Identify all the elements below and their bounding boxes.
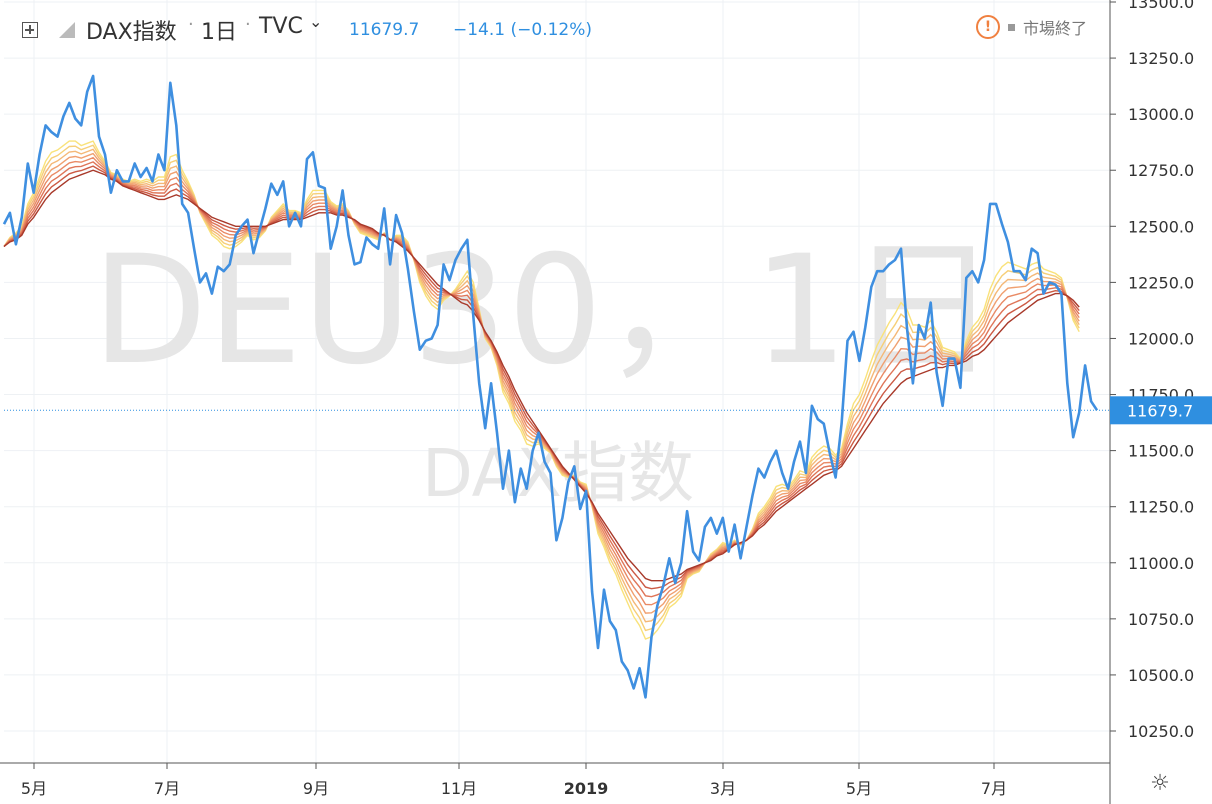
y-tick-label: 13000.0: [1128, 105, 1194, 124]
symbol-name[interactable]: DAX指数: [86, 20, 177, 45]
y-tick-label: 13500.0: [1128, 0, 1194, 12]
y-tick-label: 12250.0: [1128, 273, 1194, 292]
ribbon-line-5: [3, 156, 1080, 606]
x-tick-label: 5月: [846, 779, 872, 798]
x-tick-label: 9月: [303, 779, 329, 798]
watermark-symbol: DEU30，1日: [92, 224, 998, 398]
ribbon-line-7: [3, 165, 1080, 590]
price-series: [2, 74, 1099, 699]
chevron-down-icon[interactable]: ⌄: [309, 12, 323, 31]
watermark: DEU30，1日 DAX指数: [92, 224, 998, 512]
y-tick-label: 11250.0: [1128, 498, 1194, 517]
y-tick-label: 11500.0: [1128, 442, 1194, 461]
last-price: 11679.7: [349, 20, 420, 40]
expand-icon[interactable]: [22, 22, 38, 38]
settings-icon[interactable]: ☼: [1150, 771, 1170, 796]
alert-icon[interactable]: !: [976, 15, 1000, 39]
y-tick-label: 12500.0: [1128, 217, 1194, 236]
market-status-text: 市場終了: [1023, 19, 1088, 38]
separator-dot: ·: [245, 14, 251, 35]
separator-dot: ·: [188, 14, 194, 35]
interval[interactable]: 1日: [201, 20, 237, 45]
y-tick-label: 12000.0: [1128, 329, 1194, 348]
price-change: −14.1 (−0.12%): [453, 20, 593, 40]
x-tick-label: 7月: [154, 779, 180, 798]
price-line: [2, 74, 1099, 699]
y-tick-label: 10750.0: [1128, 610, 1194, 629]
x-tick-label: 11月: [441, 779, 477, 798]
y-tick-label: 13250.0: [1128, 49, 1194, 68]
x-tick-label: 2019: [564, 779, 609, 798]
y-tick-label: 12750.0: [1128, 161, 1194, 180]
last-price-label-bg: [1110, 396, 1212, 425]
x-tick-label: 5月: [21, 779, 47, 798]
y-tick-label: 10250.0: [1128, 722, 1194, 741]
x-tick-label: 7月: [981, 779, 1007, 798]
symbol-flag-icon: [59, 22, 75, 38]
watermark-name: DAX指数: [422, 435, 694, 512]
y-tick-label: 10500.0: [1128, 666, 1194, 685]
ribbon-line-8: [3, 169, 1080, 582]
market-status[interactable]: ! 市場終了: [976, 12, 1087, 42]
price-axis[interactable]: 10250.0 10500.0 10750.0 11000.0 11250.0 11500…: [1109, 0, 1212, 804]
source[interactable]: TVC: [259, 14, 303, 39]
time-axis[interactable]: 5月 7月 9月 11月 2019 3月 5月 7月: [0, 762, 1110, 798]
y-tick-label: 11000.0: [1128, 554, 1194, 573]
legend-header: DAX指数 · 1日 · TVC ⌄ 11679.7 −14.1 (−0.12%…: [0, 0, 1110, 56]
x-tick-label: 3月: [710, 779, 736, 798]
ribbon-line-6: [3, 161, 1080, 598]
grid: [4, 0, 1110, 763]
last-price-label: 11679.7: [1127, 401, 1193, 420]
status-square-icon: [1008, 23, 1015, 31]
